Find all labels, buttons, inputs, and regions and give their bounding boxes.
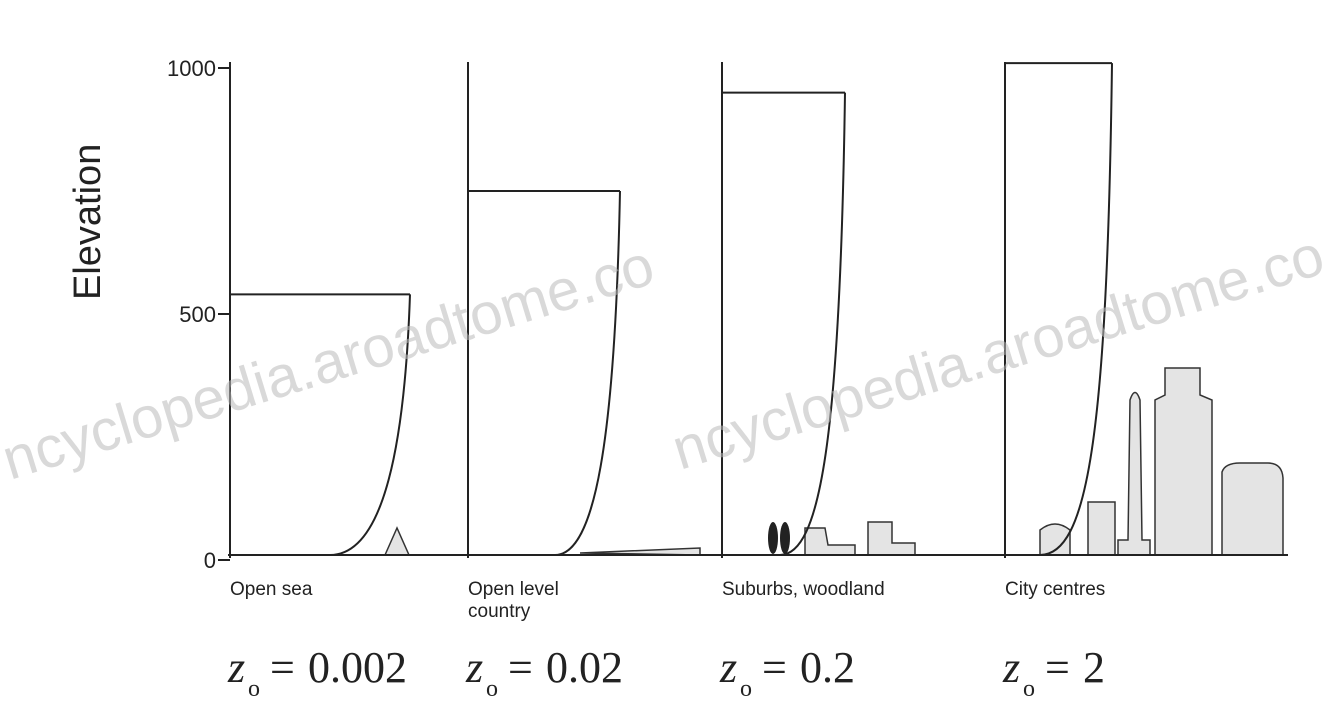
wind-profile [1039,63,1113,556]
y-tick-label: 500 [179,302,216,327]
panel-label: country [468,601,531,622]
y-tick-label: 1000 [167,56,216,81]
wind-profile [779,92,846,556]
panel-label: Suburbs, woodland [722,579,885,600]
y-tick-label: 0 [204,548,216,573]
roughness-value: 0.002 [308,643,407,692]
roughness-value: 0.02 [546,643,623,692]
roughness-subscript: o [486,676,498,702]
roughness-equals: = [762,643,787,692]
y-axis-label: Elevation [67,144,109,300]
roughness-symbol: z [465,643,483,692]
panel-label: City centres [1005,579,1105,600]
roughness-subscript: o [740,676,752,702]
roughness-equals: = [270,643,295,692]
roughness-symbol: z [227,643,245,692]
panel-label: Open sea [230,579,313,600]
roughness-value: 2 [1083,643,1105,692]
panel-label: Open level [468,579,559,600]
roughness-equals: = [508,643,533,692]
buildings [383,367,1284,556]
roughness-subscript: o [248,676,260,702]
wind-profile [554,190,621,556]
roughness-equals: = [1045,643,1070,692]
roughness-value: 0.2 [800,643,855,692]
roughness-symbol: z [1002,643,1020,692]
roughness-symbol: z [719,643,737,692]
wind-profile [329,294,411,556]
roughness-subscript: o [1023,676,1035,702]
watermark: ncyclopedia.aroadtome.co [665,222,1332,482]
